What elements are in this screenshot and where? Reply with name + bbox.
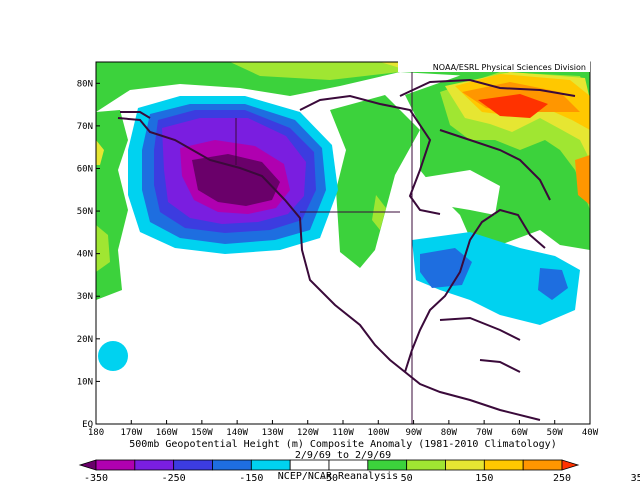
- colorbar-label: 250: [553, 473, 571, 484]
- lon-label: 70W: [476, 428, 493, 438]
- colorbar-swatch: [212, 459, 252, 471]
- map-title: 500mb Geopotential Height (m) Composite …: [129, 439, 556, 450]
- colorbar-label: -250: [162, 473, 186, 484]
- source-label: NCEP/NCAR Reanalysis: [278, 471, 398, 482]
- colorbar-label: -50: [320, 473, 338, 484]
- coastlines: [117, 78, 576, 421]
- colorbar-swatch: [95, 459, 136, 471]
- lon-label: 120W: [297, 428, 319, 438]
- lon-label: 180: [88, 428, 104, 438]
- colorbar: [78, 459, 580, 471]
- colorbar-swatch: [406, 459, 446, 471]
- lat-label: 20N: [77, 335, 93, 345]
- lon-label: 160W: [156, 428, 178, 438]
- lat-label: 30N: [77, 292, 93, 302]
- lon-label: 100W: [367, 428, 389, 438]
- lon-label: 50W: [547, 428, 564, 438]
- colorbar-swatch: [522, 459, 563, 471]
- lat-label: 80N: [77, 79, 93, 89]
- date-range: 2/9/69 to 2/9/69: [295, 450, 391, 461]
- colorbar-swatch: [367, 459, 408, 471]
- lat-label: 40N: [77, 250, 93, 260]
- lon-label: 90W: [405, 428, 422, 438]
- lon-label: 60W: [511, 428, 528, 438]
- lon-label: 110W: [332, 428, 354, 438]
- colorbar-swatch: [289, 459, 330, 471]
- lat-label: 50N: [77, 207, 93, 217]
- lon-label: 40W: [582, 428, 599, 438]
- lon-label: 170W: [120, 428, 142, 438]
- colorbar-swatch: [328, 459, 369, 471]
- lon-label: 140W: [226, 428, 248, 438]
- colorbar-swatch: [134, 459, 175, 471]
- colorbar-label: -350: [84, 473, 108, 484]
- lat-label: 70N: [77, 122, 93, 132]
- longitude-axis: 180 170W 160W 150W 140W 130W 120W 110W 100W 90W 80…: [88, 420, 599, 438]
- political-lines: [235, 62, 413, 424]
- colorbar-label: 150: [475, 473, 493, 484]
- lon-label: 150W: [191, 428, 213, 438]
- colorbar-label: 350: [631, 473, 640, 484]
- colorbar-swatch: [483, 459, 524, 471]
- colorbar-label: 50: [401, 473, 413, 484]
- colorbar-max-arrow: [561, 459, 580, 471]
- lon-label: 80W: [441, 428, 458, 438]
- colorbar-label: -150: [239, 473, 263, 484]
- credit-box: [398, 60, 590, 72]
- colorbar-swatch: [445, 459, 485, 471]
- latitude-axis: 80N 70N 60N 50N 40N 30N 20N 10N EQ: [77, 79, 100, 430]
- credit-text: NOAA/ESRL Physical Sciences Division: [433, 63, 586, 72]
- colorbar-swatch: [173, 459, 213, 471]
- anomaly-field: [96, 62, 590, 371]
- lon-label: 130W: [262, 428, 284, 438]
- lat-label: 10N: [77, 377, 93, 387]
- colorbar-labels: -350 -250 -150 -50 50 150 250 350: [84, 473, 640, 484]
- lat-label: EQ: [82, 420, 93, 430]
- colorbar-min-arrow: [78, 459, 97, 471]
- colorbar-swatch: [250, 459, 291, 471]
- lat-label: 60N: [77, 164, 93, 174]
